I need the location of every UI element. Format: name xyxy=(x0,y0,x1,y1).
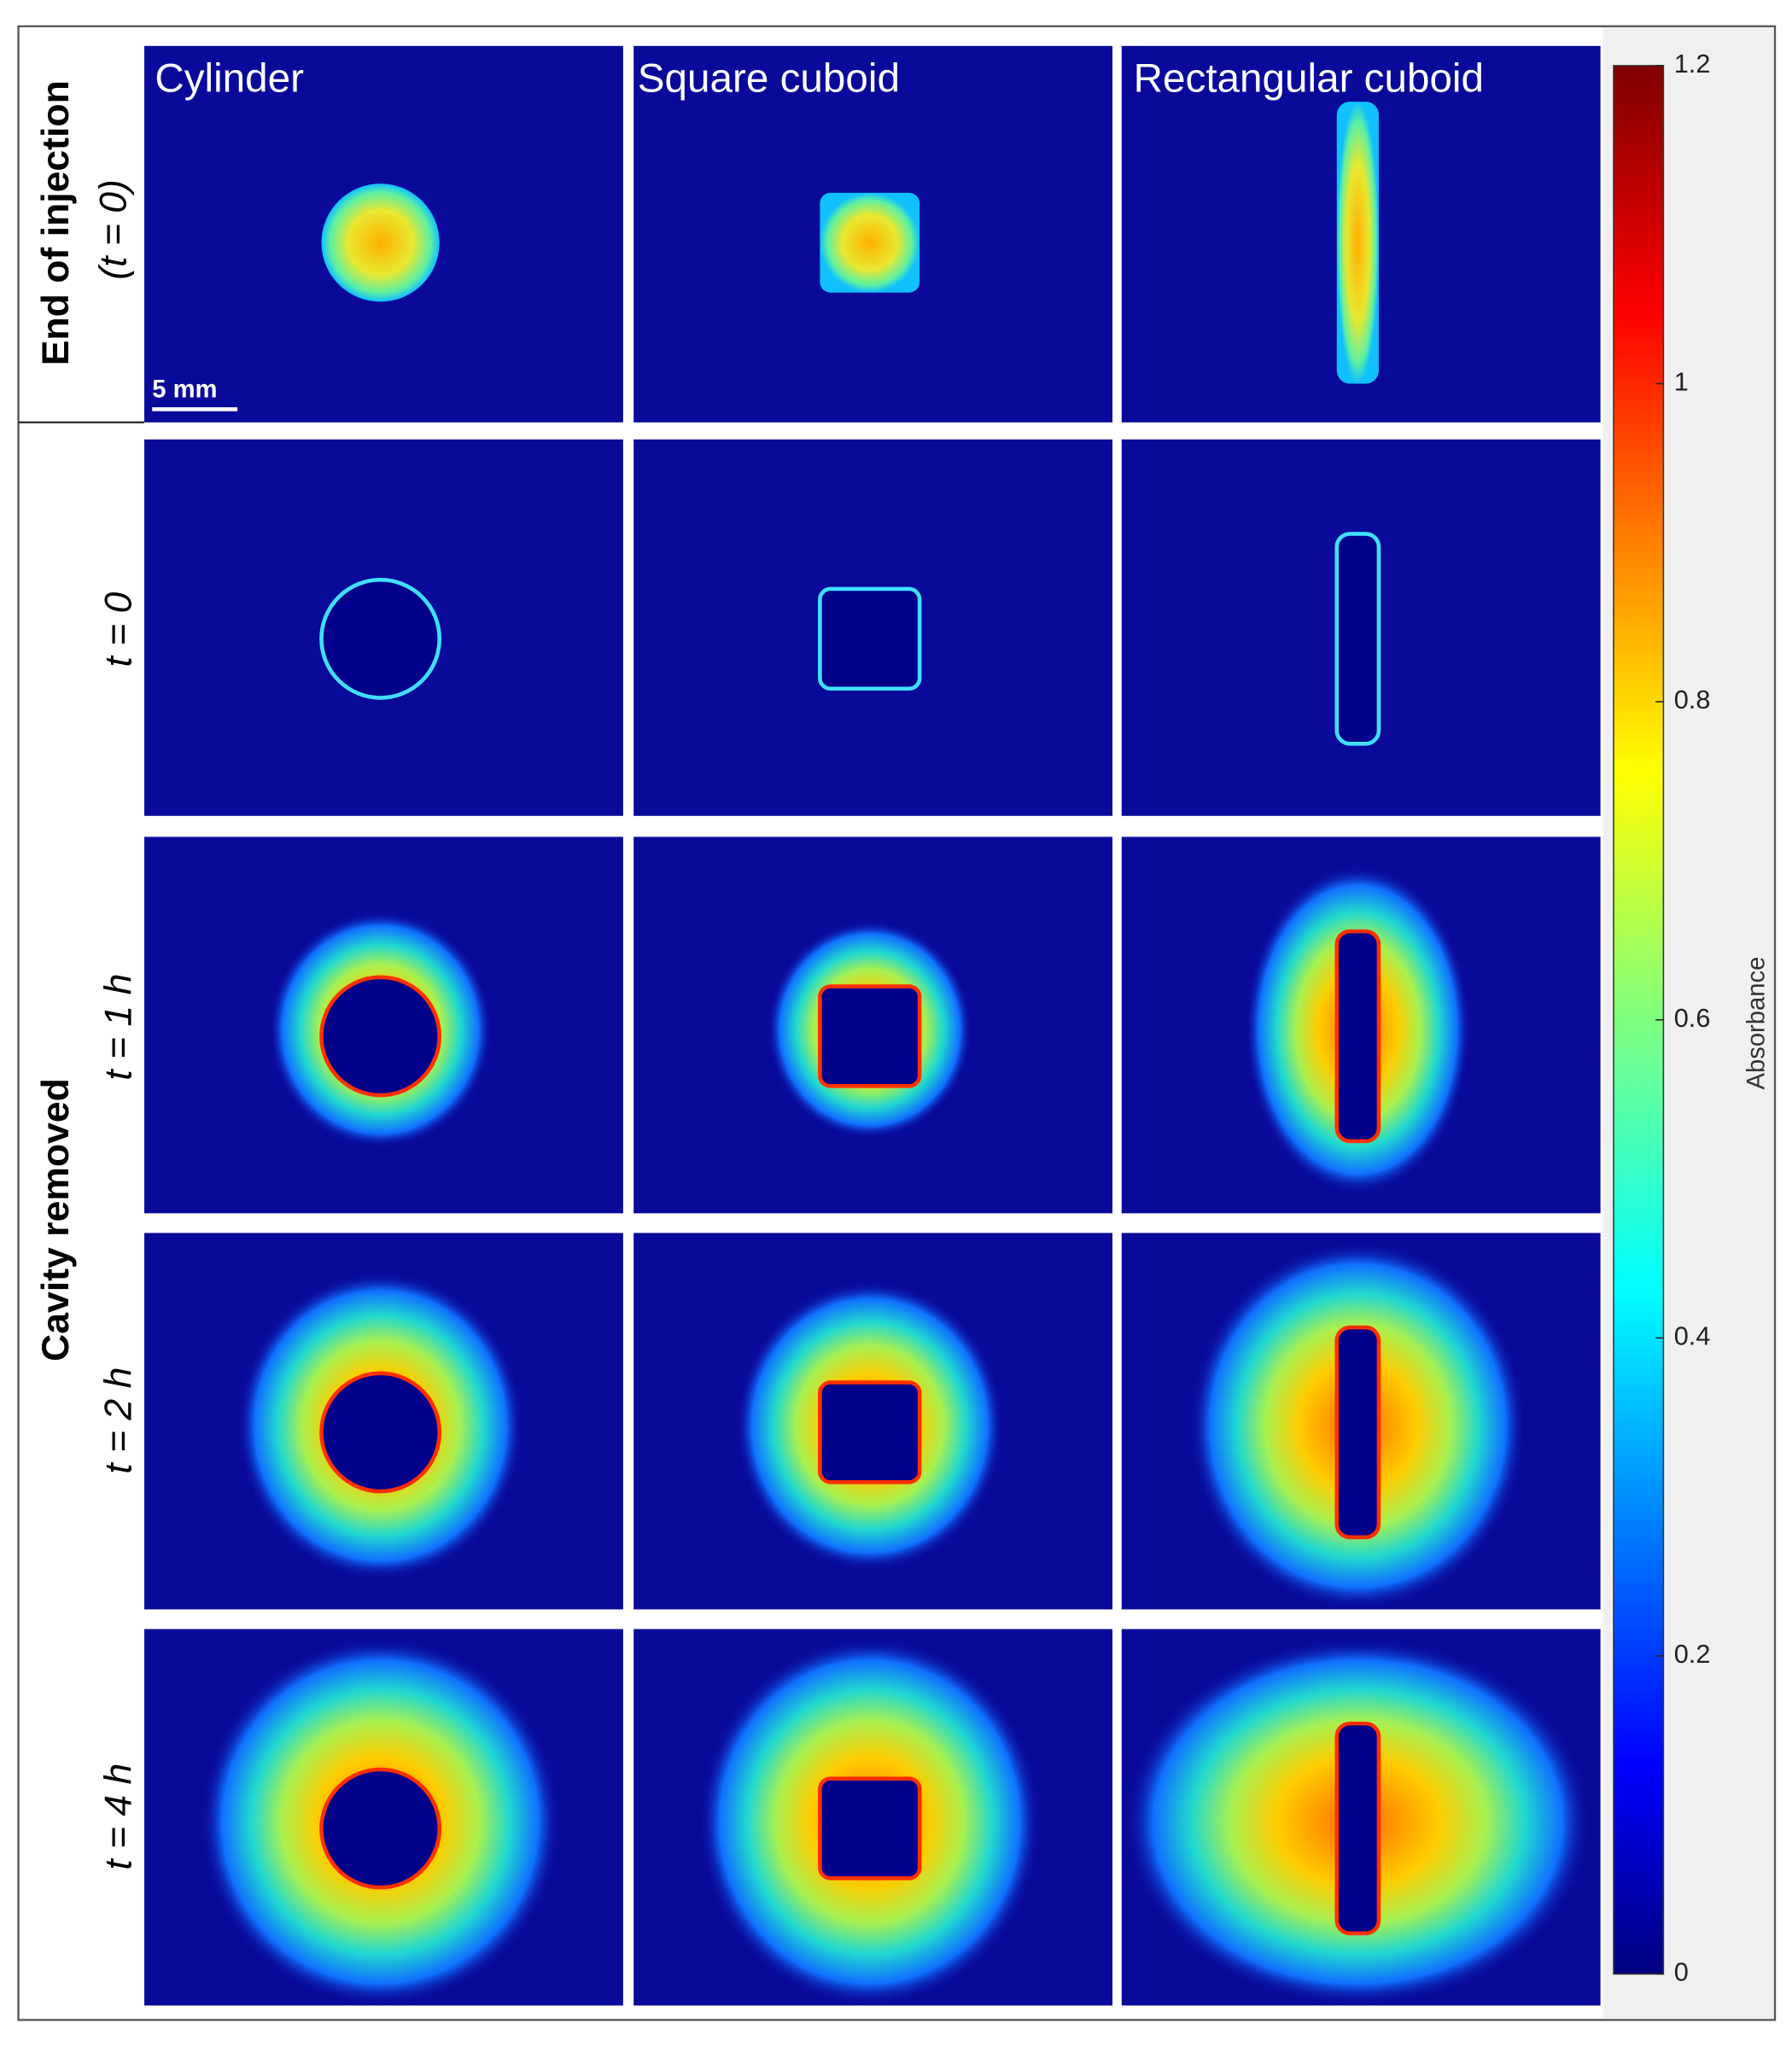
cavity xyxy=(818,1380,922,1484)
row-label: t = 0 xyxy=(98,592,140,667)
cavity xyxy=(818,1776,922,1880)
sample xyxy=(820,192,920,293)
colorbar-tick-label: 0.4 xyxy=(1674,1321,1711,1350)
colorbar xyxy=(1613,65,1665,1975)
cavity xyxy=(319,577,442,700)
cavity xyxy=(1334,929,1381,1144)
colorbar-label: Absorbance xyxy=(1743,957,1771,1090)
colorbar-tick-label: 0.2 xyxy=(1674,1639,1711,1669)
cavity xyxy=(818,586,922,691)
column-title: Rectangular cuboid xyxy=(1134,56,1484,102)
cavity xyxy=(319,975,442,1098)
row-label: t = 2 h xyxy=(98,1367,140,1474)
cavity xyxy=(1334,1721,1381,1936)
scale-bar-label: 5 mm xyxy=(152,376,217,404)
colorbar-tick-label: 1.2 xyxy=(1674,49,1711,79)
cavity xyxy=(818,984,922,1088)
cavity xyxy=(319,1371,442,1494)
group-label: Cavity removed xyxy=(35,1078,77,1361)
cavity xyxy=(319,1767,442,1890)
row-label: (t = 0) xyxy=(93,179,135,280)
cavity xyxy=(1334,1325,1381,1540)
sample xyxy=(321,184,440,302)
group-label: End of injection xyxy=(35,80,77,365)
frame xyxy=(17,25,1777,2021)
colorbar-tick-label: 0.6 xyxy=(1674,1003,1711,1033)
colorbar-tick-label: 1 xyxy=(1674,367,1689,397)
column-title: Cylinder xyxy=(155,56,304,102)
panels xyxy=(144,45,1601,2006)
row-label: t = 1 h xyxy=(98,974,140,1081)
column-title: Square cuboid xyxy=(638,56,900,102)
colorbar-tick-label: 0.8 xyxy=(1674,685,1711,714)
sample xyxy=(1336,102,1379,384)
colorbar-tick-label: 0 xyxy=(1674,1957,1689,1987)
cavity xyxy=(1334,532,1381,746)
row-label: t = 4 h xyxy=(98,1764,140,1870)
